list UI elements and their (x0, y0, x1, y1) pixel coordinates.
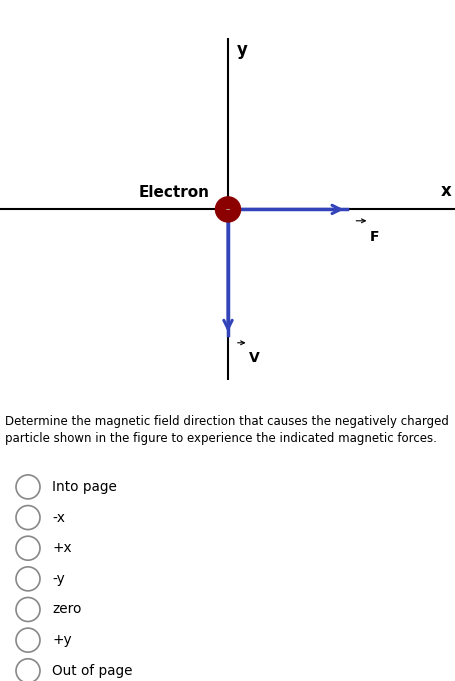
Text: Determine the magnetic field direction that causes the negatively charged
partic: Determine the magnetic field direction t… (5, 415, 447, 445)
Text: +y: +y (52, 633, 71, 647)
Text: zero: zero (52, 603, 81, 616)
Text: Into page: Into page (52, 480, 116, 494)
Text: –: – (225, 205, 230, 214)
Text: Electron: Electron (138, 185, 209, 200)
Text: -y: -y (52, 572, 65, 586)
Text: x: x (440, 183, 450, 200)
Circle shape (215, 197, 240, 222)
Text: -x: -x (52, 511, 65, 524)
Text: V: V (248, 351, 259, 365)
Text: y: y (237, 41, 248, 59)
Text: Out of page: Out of page (52, 664, 132, 678)
Text: +x: +x (52, 541, 71, 555)
Text: F: F (369, 230, 378, 244)
